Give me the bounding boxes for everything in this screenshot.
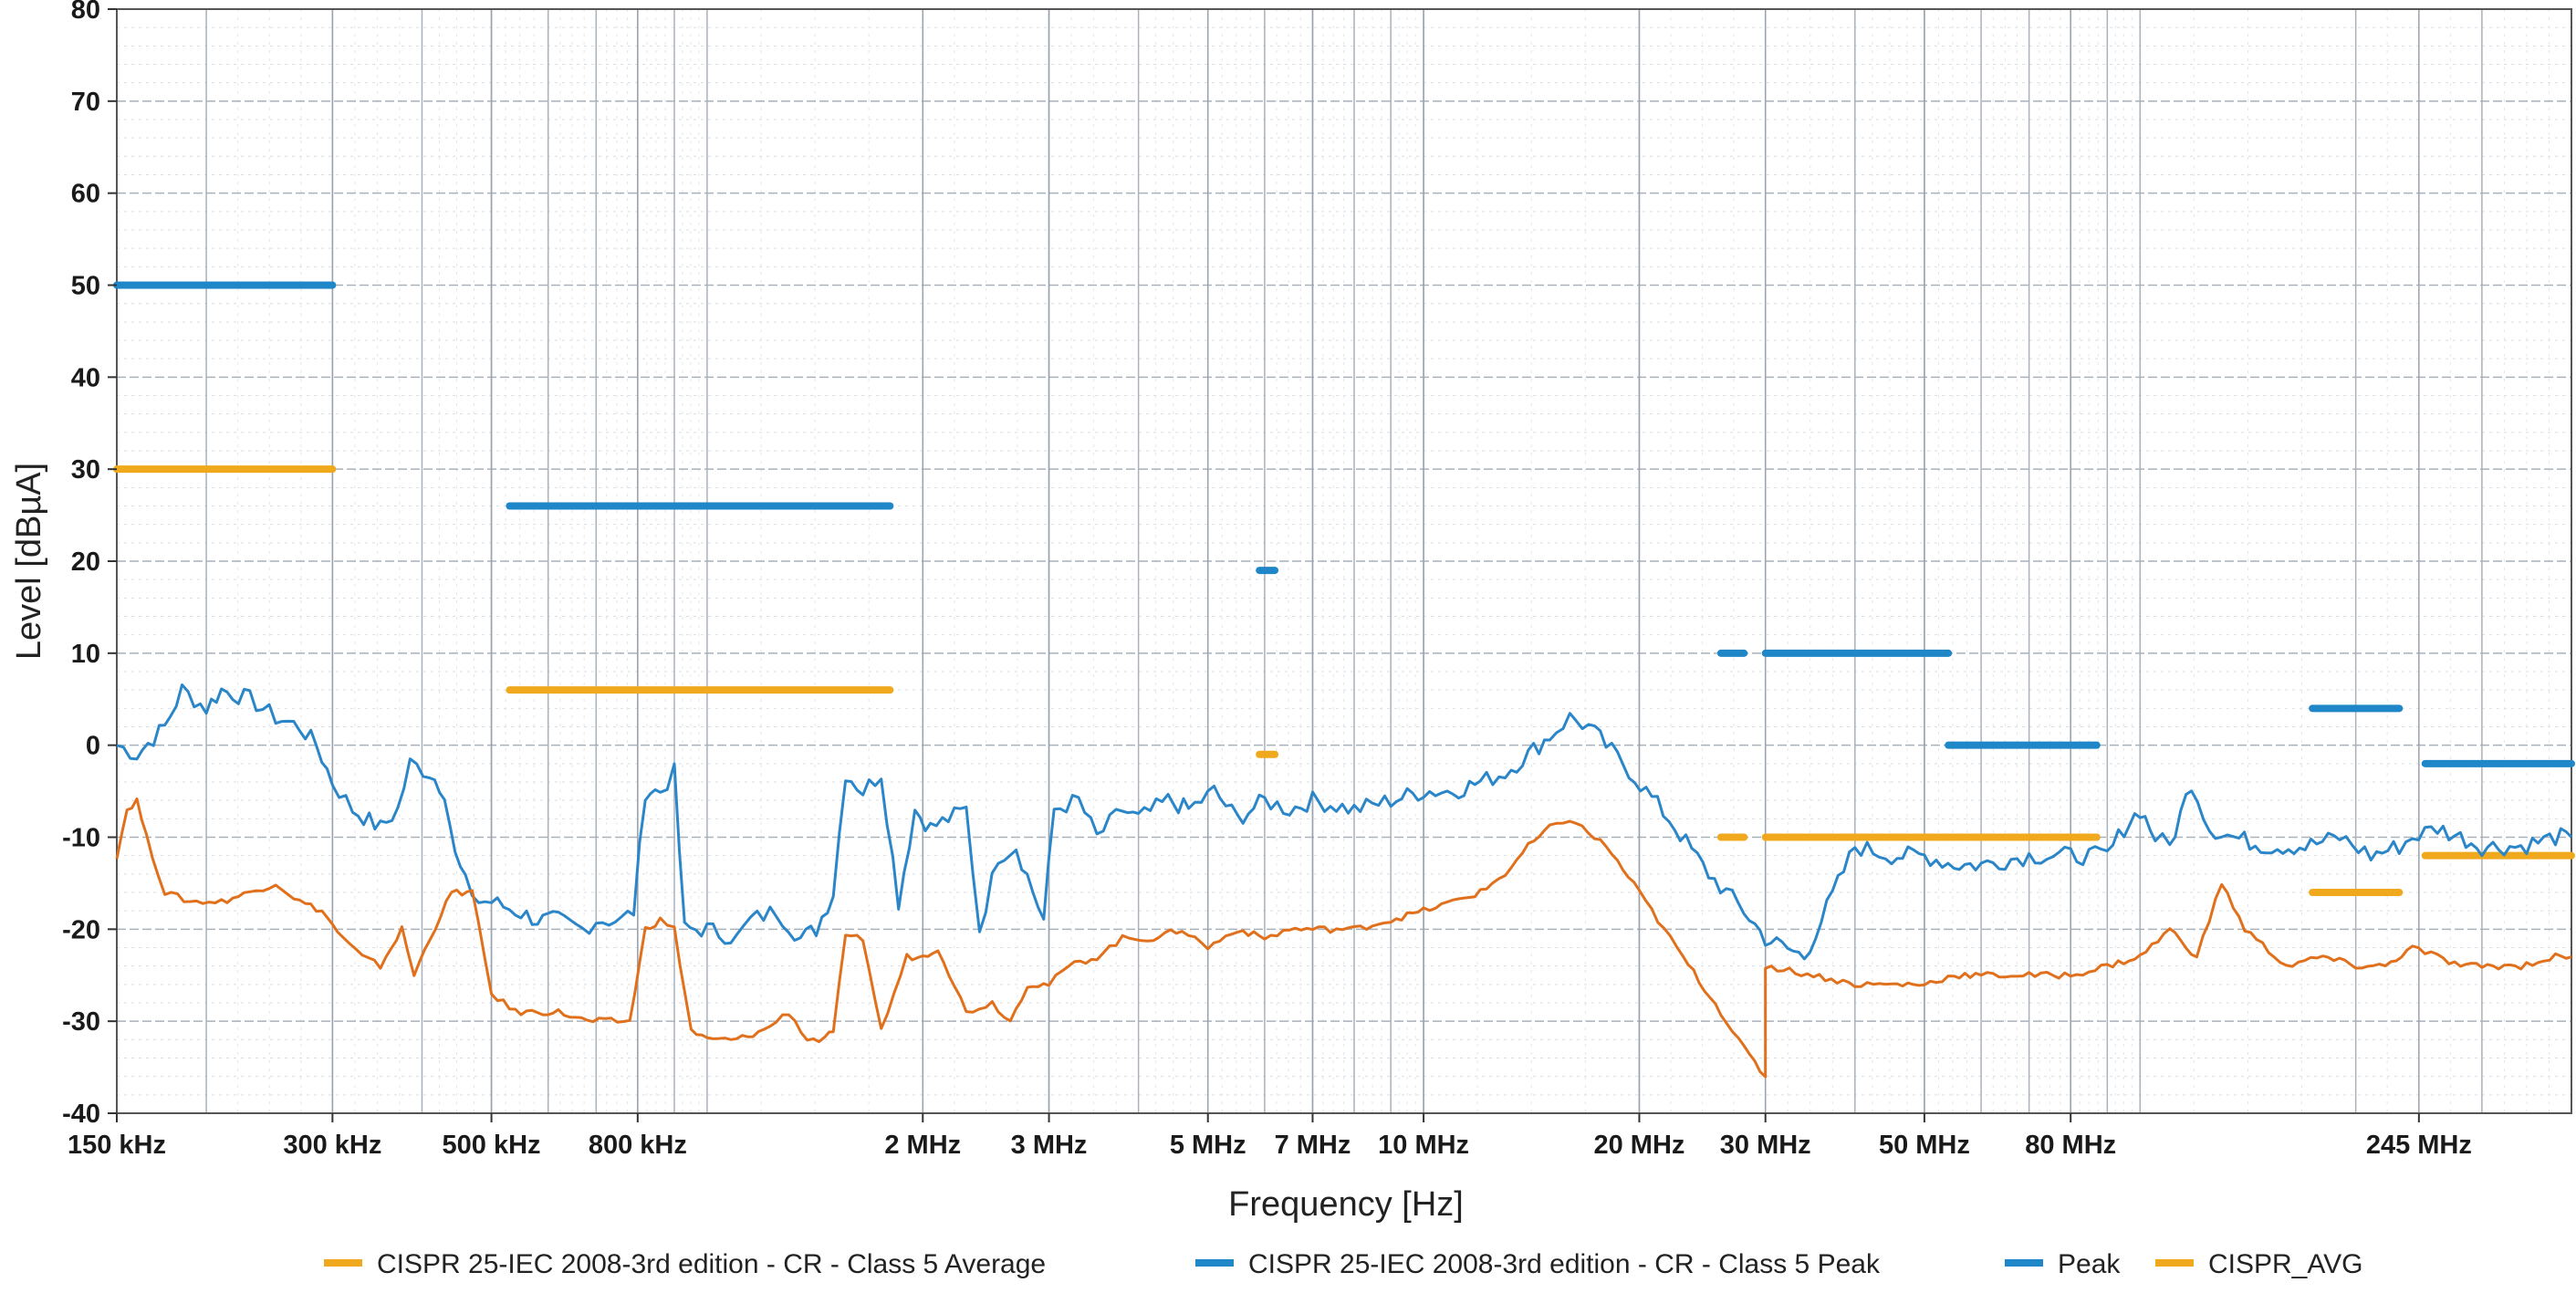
limit-lines — [113, 281, 2575, 896]
legend: CISPR 25-IEC 2008-3rd edition - CR - Cla… — [324, 1249, 2363, 1279]
x-tick-label: 150 kHz — [68, 1131, 166, 1160]
x-axis-title: Frequency [Hz] — [1228, 1185, 1464, 1224]
y-tick-label: 30 — [71, 455, 100, 485]
x-tick-label: 10 MHz — [1378, 1131, 1469, 1160]
x-tick-label: 30 MHz — [1720, 1131, 1811, 1160]
x-tick-label: 20 MHz — [1593, 1131, 1684, 1160]
x-tick-label: 300 kHz — [283, 1131, 381, 1160]
x-axis-ticks: 150 kHz 300 kHz 500 kHz 800 kHz 2 MHz 3 MHz 5 … — [68, 1113, 2472, 1160]
y-tick-label: 40 — [71, 363, 100, 392]
y-tick-label: 50 — [71, 272, 100, 301]
y-tick-label: -30 — [62, 1007, 100, 1037]
x-tick-label: 5 MHz — [1170, 1131, 1246, 1160]
legend-label: Peak — [2058, 1249, 2121, 1279]
series-line-peak — [116, 683, 2573, 961]
y-tick-label: 10 — [71, 640, 100, 669]
y-tick-label: -40 — [62, 1100, 100, 1129]
legend-label: CISPR 25-IEC 2008-3rd edition - CR - Cla… — [1248, 1249, 1881, 1279]
x-tick-label: 3 MHz — [1011, 1131, 1088, 1160]
y-tick-label: 60 — [71, 180, 100, 209]
y-tick-label: -20 — [62, 915, 100, 944]
legend-label: CISPR_AVG — [2208, 1249, 2363, 1279]
measurement-series — [115, 683, 2573, 1079]
y-axis-title: Level [dBµA] — [10, 463, 48, 660]
y-tick-label: 20 — [71, 547, 100, 577]
x-tick-label: 500 kHz — [443, 1131, 541, 1160]
x-tick-label: 7 MHz — [1275, 1131, 1351, 1160]
y-axis-ticks: 80 70 60 50 40 30 20 10 0 -10 -20 -30 -40 — [62, 0, 117, 1129]
series-line-cispr-avg — [115, 797, 2572, 1079]
y-tick-label: 0 — [86, 732, 100, 761]
x-tick-label: 50 MHz — [1879, 1131, 1970, 1160]
x-tick-label: 2 MHz — [884, 1131, 961, 1160]
x-tick-label: 800 kHz — [589, 1131, 687, 1160]
y-tick-label: 80 — [71, 0, 100, 25]
x-tick-label: 80 MHz — [2025, 1131, 2116, 1160]
x-tick-label: 245 MHz — [2366, 1131, 2472, 1160]
y-tick-label: -10 — [62, 824, 100, 853]
legend-label: CISPR 25-IEC 2008-3rd edition - CR - Cla… — [377, 1249, 1046, 1279]
y-tick-label: 70 — [71, 88, 100, 117]
